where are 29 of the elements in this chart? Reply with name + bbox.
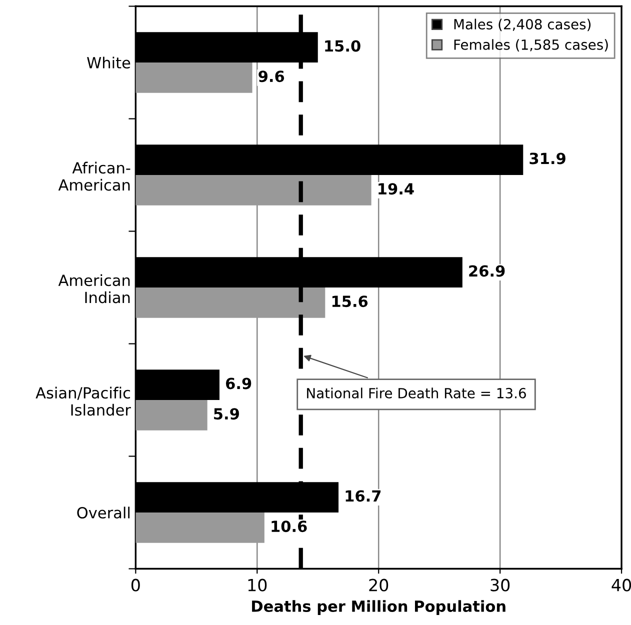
data-label: 19.4 — [378, 183, 414, 195]
ref-line-label: National Fire Death Rate = 13.6 — [307, 388, 526, 398]
data-label: 15.6 — [332, 296, 368, 308]
bar — [136, 288, 326, 318]
bar — [136, 175, 372, 206]
y-tick-label: African- American — [58, 162, 130, 191]
y-tick-label: American Indian — [58, 274, 130, 304]
legend-label: Males (2,408 cases) — [454, 18, 591, 32]
data-label: 9.6 — [258, 70, 284, 82]
data-label: 10.6 — [272, 520, 307, 532]
data-label: 15.0 — [325, 40, 360, 52]
bar — [136, 400, 208, 430]
y-tick-label: Asian/Pacific Islander — [36, 386, 131, 416]
x-tick-label: 20 — [369, 578, 388, 592]
x-tick-label: 10 — [248, 578, 267, 592]
data-label: 26.9 — [469, 265, 505, 277]
data-label: 16.7 — [346, 490, 381, 502]
x-tick-label: 40 — [612, 578, 631, 592]
bar — [136, 62, 252, 93]
data-label: 6.9 — [226, 378, 252, 390]
x-axis-title: Deaths per Million Population — [252, 600, 506, 615]
y-tick-label: White — [87, 56, 130, 69]
data-label: 31.9 — [530, 152, 566, 164]
legend-label: Females (1,585 cases) — [454, 39, 608, 52]
x-tick-label: 0 — [131, 578, 140, 592]
y-tick-label: Overall — [77, 506, 130, 519]
bar — [136, 512, 264, 543]
x-tick-label: 30 — [490, 578, 510, 592]
data-label: 5.9 — [214, 408, 239, 420]
